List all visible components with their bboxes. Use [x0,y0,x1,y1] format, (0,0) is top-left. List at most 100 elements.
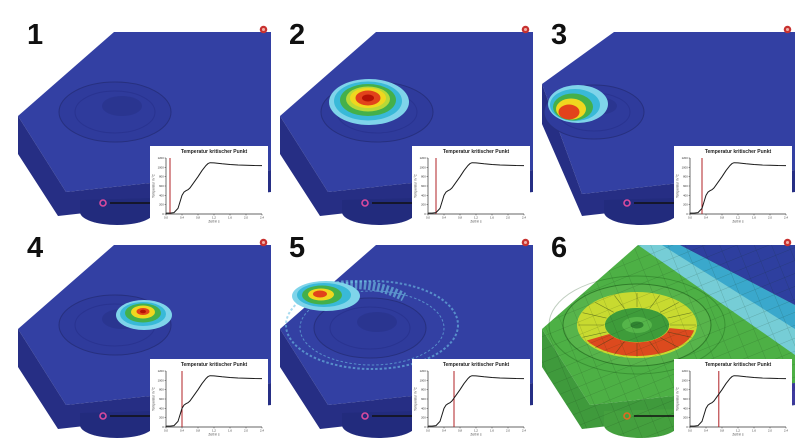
chart-ylabel: Temperatur in °C [152,173,156,198]
weld-boss-cylinder [342,198,416,225]
simulation-panel-1: 1 Temperatur kritischer Punkt Temperatur … [18,20,271,225]
panel-number: 6 [551,232,568,264]
chart-axes [689,371,786,428]
x-tick-label: 0,0 [426,428,430,432]
logo-badge-icon [783,238,792,247]
chart-axes [427,371,524,428]
y-tick-label: 1000 [420,378,427,382]
x-tick-label: 0,8 [458,215,462,219]
chart-background [150,359,268,437]
weld-boss-cylinder [80,411,154,438]
chart-background [412,359,530,437]
temperature-curve [690,162,787,214]
x-tick-label: 2,0 [244,428,248,432]
y-tick-label: 0 [686,425,688,429]
temperature-curve [166,375,263,427]
y-tick-label: 1000 [682,165,689,169]
y-tick-label: 200 [421,416,426,420]
y-tick-label: 0 [686,212,688,216]
chart-xlabel: Zeit in s [732,220,744,224]
x-tick-label: 2,4 [260,428,264,432]
y-tick-label: 1000 [158,378,165,382]
y-tick-label: 400 [159,193,164,197]
temperature-chart: Temperatur kritischer Punkt Temperatur in… [674,359,792,437]
x-tick-label: 0,8 [458,428,462,432]
x-tick-label: 0,8 [720,215,724,219]
x-tick-label: 2,4 [784,215,788,219]
y-tick-label: 1200 [420,156,427,160]
temperature-curve [690,375,787,427]
temperature-chart: Temperatur kritischer Punkt Temperatur in… [412,359,530,437]
panel-number: 2 [289,19,306,51]
logo-badge-icon [259,25,268,34]
x-tick-label: 1,2 [212,215,216,219]
x-tick-label: 0,8 [196,428,200,432]
y-tick-label: 600 [683,397,688,401]
chart-ylabel: Temperatur in °C [676,386,680,411]
weld-boss-cylinder [80,198,154,225]
logo-badge-icon [783,25,792,34]
y-tick-label: 600 [683,184,688,188]
y-tick-label: 1200 [158,369,165,373]
chart-xlabel: Zeit in s [208,220,220,224]
y-tick-label: 800 [683,175,688,179]
x-tick-label: 1,2 [474,428,478,432]
fem-scene-6 [542,245,795,438]
x-tick-label: 2,4 [522,215,526,219]
x-tick-label: 1,6 [490,215,494,219]
simulation-panel-4: 4 Temperatur kritischer Punkt Temperatur … [18,233,271,438]
x-tick-label: 0,4 [442,428,446,432]
boss-ring [58,81,172,143]
critical-point-marker [361,199,369,207]
y-tick-label: 400 [683,406,688,410]
mesh-rings [285,280,459,370]
panel-number: 5 [289,232,306,264]
y-tick-label: 800 [421,175,426,179]
x-tick-label: 0,0 [164,428,168,432]
temperature-chart: Temperatur kritischer Punkt Temperatur in… [674,146,792,224]
simulation-panel-5: 5 Temperatur kritischer Punkt Temperatur … [280,233,533,438]
x-tick-label: 2,0 [244,215,248,219]
x-tick-label: 2,0 [506,428,510,432]
y-tick-label: 800 [159,388,164,392]
chart-ylabel: Temperatur in °C [414,173,418,198]
chart-title: Temperatur kritischer Punkt [705,149,772,155]
x-tick-label: 2,0 [768,428,772,432]
y-tick-label: 0 [162,425,164,429]
chart-ylabel: Temperatur in °C [152,386,156,411]
chart-xlabel: Zeit in s [470,220,482,224]
x-tick-label: 1,6 [752,428,756,432]
chart-xlabel: Zeit in s [470,433,482,437]
chart-title: Temperatur kritischer Punkt [181,149,248,155]
heat-spot [292,281,360,311]
critical-point-marker [99,412,107,420]
y-tick-label: 1200 [158,156,165,160]
x-tick-label: 0,0 [164,215,168,219]
x-tick-label: 1,6 [228,215,232,219]
x-tick-label: 0,4 [180,215,184,219]
x-tick-label: 2,4 [784,428,788,432]
chart-axes [165,158,262,215]
weld-boss-cylinder [342,411,416,438]
x-tick-label: 1,6 [752,215,756,219]
chart-title: Temperatur kritischer Punkt [443,149,510,155]
x-tick-label: 1,2 [736,215,740,219]
simulation-panel-6: 6 Temperatur kritischer Punkt Temperatur … [542,233,795,438]
chart-title: Temperatur kritischer Punkt [705,362,772,368]
y-tick-label: 200 [683,203,688,207]
critical-point-marker [623,412,631,420]
heat-spot [116,300,172,330]
temperature-chart: Temperatur kritischer Punkt Temperatur in… [150,359,268,437]
logo-badge-icon [521,238,530,247]
y-tick-label: 800 [683,388,688,392]
y-tick-label: 600 [159,184,164,188]
y-tick-label: 1000 [420,165,427,169]
y-tick-label: 1000 [682,378,689,382]
x-tick-label: 0,4 [442,215,446,219]
x-tick-label: 0,0 [426,215,430,219]
x-tick-label: 1,2 [474,215,478,219]
chart-title: Temperatur kritischer Punkt [443,362,510,368]
chart-axes [427,158,524,215]
y-tick-label: 800 [159,175,164,179]
